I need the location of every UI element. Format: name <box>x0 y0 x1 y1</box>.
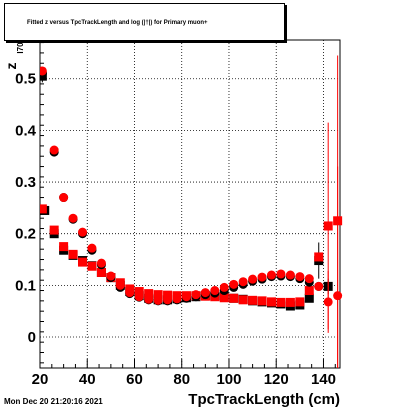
data-point-square <box>257 296 267 306</box>
data-point-circle <box>295 272 305 282</box>
x-tick-label: 100 <box>216 371 241 388</box>
y-tick-label: 0.3 <box>15 174 36 191</box>
data-point-circle <box>106 271 116 281</box>
data-point-square <box>238 295 248 305</box>
y-tick-label: 0.5 <box>15 71 36 88</box>
data-point-circle <box>115 280 125 290</box>
data-point-square <box>323 221 333 231</box>
plot-frame <box>39 39 341 369</box>
data-point-circle <box>87 243 97 253</box>
data-point-circle <box>191 290 201 300</box>
data-point-circle <box>59 193 69 203</box>
data-point-circle <box>266 270 276 280</box>
x-tick-label: 20 <box>32 371 49 388</box>
data-point-circle <box>200 288 210 298</box>
data-point-square <box>49 225 59 235</box>
data-point-circle <box>163 295 173 305</box>
data-point-circle <box>40 66 47 76</box>
data-point-circle <box>304 274 314 284</box>
data-point-circle <box>257 272 267 282</box>
data-point-circle <box>248 274 258 284</box>
data-point-square <box>248 295 258 305</box>
data-point-circle <box>96 258 106 268</box>
data-point-circle <box>78 227 88 237</box>
data-point-square <box>40 204 47 214</box>
data-point-square <box>144 289 154 299</box>
chart-title: Fitted z versus TpcTrackLength and log (… <box>27 20 208 26</box>
x-tick-label: 140 <box>311 371 336 388</box>
x-axis-label: TpcTrackLength (cm) <box>188 391 340 408</box>
x-tick-label: 120 <box>264 371 289 388</box>
data-point-circle <box>219 282 229 292</box>
data-point-circle <box>285 270 295 280</box>
data-point-square <box>59 242 69 252</box>
data-point-square <box>96 267 106 277</box>
data-point-circle <box>333 291 343 301</box>
y-tick-label: 0.2 <box>15 226 36 243</box>
data-point-square <box>285 297 295 307</box>
data-point-square <box>87 261 97 271</box>
data-point-circle <box>181 292 191 302</box>
data-point-square <box>78 257 88 267</box>
data-point-circle <box>144 294 154 304</box>
x-tick-label: 80 <box>173 371 190 388</box>
data-point-circle <box>172 294 182 304</box>
title-box: Fitted z versus TpcTrackLength and log (… <box>4 3 285 41</box>
data-point-square <box>163 290 173 300</box>
data-point-circle <box>125 288 135 298</box>
data-point-circle <box>49 145 59 155</box>
timestamp-footer: Mon Dec 20 21:20:16 2021 <box>4 397 103 406</box>
data-point-circle <box>314 281 324 291</box>
data-point-circle <box>276 269 286 279</box>
y-tick-label: 0.1 <box>15 277 36 294</box>
data-point-circle <box>68 213 78 223</box>
y-axis-label: z <box>3 63 19 70</box>
data-point-square <box>295 297 305 307</box>
data-point-square <box>229 293 239 303</box>
data-point-square <box>134 287 144 297</box>
x-tick-label: 60 <box>126 371 143 388</box>
data-point-square <box>304 286 314 296</box>
data-point-circle <box>229 279 239 289</box>
data-point-circle <box>238 277 248 287</box>
x-tick-label: 40 <box>79 371 96 388</box>
data-point-circle <box>210 286 220 296</box>
data-point-square <box>219 293 229 303</box>
data-point-square <box>276 297 286 307</box>
data-point-circle <box>153 295 163 305</box>
data-point-circle <box>323 297 333 307</box>
y-axis-label-subscript: I70 <box>16 42 25 54</box>
data-point-square <box>266 297 276 307</box>
data-point-square <box>153 290 163 300</box>
data-point-square <box>304 293 314 303</box>
data-point-square <box>68 249 78 259</box>
y-tick-label: 0 <box>28 329 36 346</box>
y-tick-label: 0.4 <box>15 122 37 139</box>
data-point-square <box>314 252 324 262</box>
data-point-circle <box>134 292 144 302</box>
